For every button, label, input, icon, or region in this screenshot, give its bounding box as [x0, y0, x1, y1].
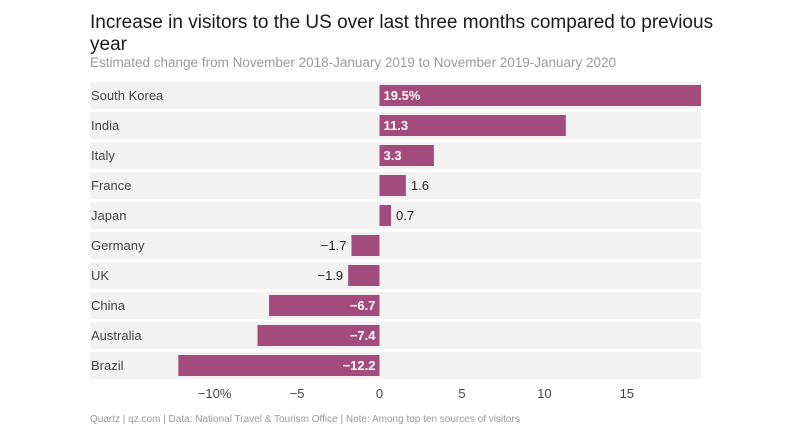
data-label: 0.7 — [396, 208, 414, 223]
row-band — [90, 292, 701, 319]
data-label: 3.3 — [384, 148, 402, 163]
row-band — [90, 322, 701, 349]
bar-india — [379, 115, 566, 136]
x-tick-label: 0 — [376, 386, 383, 401]
row-band — [90, 262, 701, 289]
chart-subtitle: Estimated change from November 2018-Janu… — [90, 55, 617, 70]
x-tick-label: 15 — [620, 386, 634, 401]
bar-china — [269, 295, 380, 316]
bar-south-korea — [379, 85, 701, 106]
category-label: China — [91, 298, 126, 313]
bar-japan — [379, 205, 392, 226]
bar-france — [379, 175, 406, 196]
bar-germany — [351, 235, 380, 256]
data-label: 19.5% — [384, 88, 421, 103]
category-label: South Korea — [91, 88, 164, 103]
chart-title: Increase in visitors to the US over last… — [90, 12, 714, 55]
category-label: France — [91, 178, 131, 193]
value-labels: 19.5% 11.3 3.3 1.6 0.7 −1.7 −1.9 −6.7 −7.4 −12.2 — [318, 88, 429, 373]
data-label: −7.4 — [350, 328, 376, 343]
bar-australia — [257, 325, 380, 346]
row-band — [90, 202, 701, 229]
chart-footer: Quartz | qz.com | Data: National Travel … — [90, 414, 520, 425]
data-label: −1.9 — [318, 268, 344, 283]
category-label: Germany — [91, 238, 145, 253]
bar-brazil — [178, 355, 380, 376]
bar-italy — [379, 145, 434, 166]
x-tick-label: −10% — [198, 386, 232, 401]
category-label: Australia — [91, 328, 142, 343]
x-axis-ticks: −10% −5 0 5 10 15 — [198, 386, 634, 401]
bars — [178, 85, 701, 376]
category-label: Italy — [91, 148, 115, 163]
x-tick-label: 5 — [458, 386, 465, 401]
category-label: India — [91, 118, 120, 133]
row-labels: South Korea India Italy France Japan Germany U… — [91, 88, 164, 373]
x-tick-label: 10 — [537, 386, 551, 401]
x-tick-label: −5 — [290, 386, 305, 401]
bar-uk — [348, 265, 380, 286]
data-label: −6.7 — [350, 298, 376, 313]
category-label: Brazil — [91, 358, 124, 373]
data-label: −1.7 — [321, 238, 347, 253]
category-label: Japan — [91, 208, 126, 223]
category-label: UK — [91, 268, 109, 283]
row-band — [90, 232, 701, 259]
data-label: −12.2 — [343, 358, 376, 373]
data-label: 1.6 — [411, 178, 429, 193]
data-label: 11.3 — [384, 118, 409, 133]
